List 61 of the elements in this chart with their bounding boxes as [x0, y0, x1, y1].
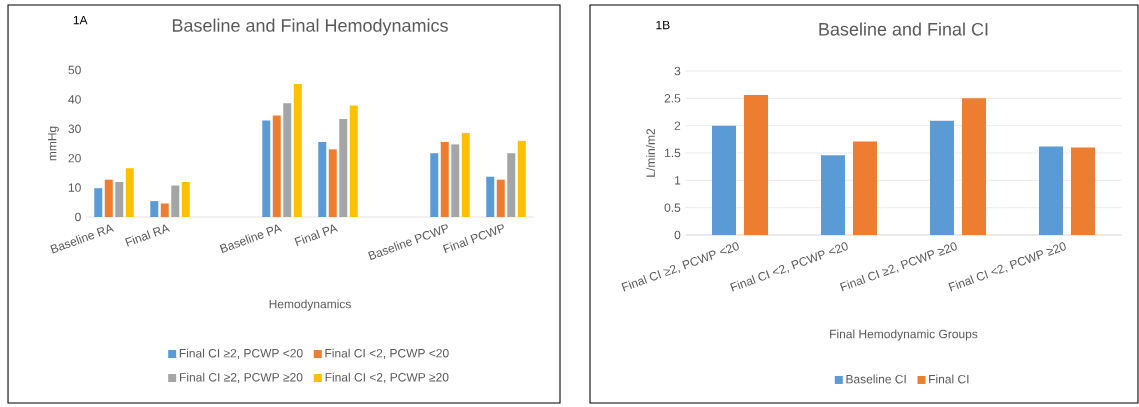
text: 1A [73, 15, 88, 25]
bar [94, 188, 103, 217]
y-tick-label: 0 [674, 230, 681, 240]
legend-label: Final CI ≥2, PCWP <20 [179, 348, 303, 359]
bar [1070, 147, 1095, 235]
legend-label: Final CI ≥2, PCWP ≥20 [180, 372, 303, 383]
bar [272, 115, 281, 217]
bar [115, 182, 124, 217]
y-tick-label: 1.5 [665, 148, 681, 158]
legend-label: Final CI <2, PCWP ≥20 [325, 372, 449, 383]
legend-label: Baseline CI [846, 374, 906, 384]
chart-title: Baseline and Final Hemodynamics [172, 18, 448, 36]
bar [339, 119, 348, 217]
y-tick-label: 30 [68, 124, 81, 134]
bar [711, 125, 736, 235]
bar [486, 176, 495, 217]
bar [517, 140, 526, 217]
text: 1B [656, 20, 670, 30]
bar [262, 120, 271, 217]
bar [349, 105, 358, 217]
bar [293, 84, 302, 217]
y-tick-label: 3 [674, 66, 681, 76]
y-tick-label: 50 [68, 65, 81, 75]
bar [451, 144, 460, 217]
x-tick-label: Final PA [294, 224, 339, 247]
y-tick-label: 0.5 [664, 203, 681, 212]
x-axis-title: Hemodynamics [269, 299, 351, 311]
bar [744, 95, 768, 235]
bar [929, 120, 954, 235]
x-tick-label: Final RA [125, 224, 171, 247]
bar [852, 141, 877, 235]
y-tick-label: 10 [68, 183, 81, 192]
bar [440, 142, 449, 217]
bar [181, 182, 190, 217]
y-tick-label: 20 [68, 153, 81, 163]
y-tick-label: 40 [68, 95, 81, 104]
y-tick-label: 2 [674, 121, 681, 130]
bar [283, 103, 292, 217]
bar [820, 155, 845, 235]
y-axis-title: mmHg [48, 126, 59, 161]
legend-label: Final CI [929, 374, 969, 384]
bar [160, 203, 169, 217]
bar [961, 98, 986, 235]
bar [461, 132, 470, 217]
bar [507, 153, 516, 217]
bar [150, 201, 159, 217]
bar [125, 168, 134, 217]
bar [1038, 146, 1063, 235]
legend-label: Final CI <2, PCWP <20 [325, 348, 449, 359]
bar [318, 142, 327, 217]
y-tick-label: 0 [75, 212, 81, 222]
bar [430, 153, 439, 217]
y-tick-label: 2.5 [664, 94, 681, 103]
bar [328, 149, 337, 217]
y-axis-title: L/min/m2 [646, 128, 655, 177]
bar [496, 179, 505, 217]
y-tick-label: 1 [675, 176, 681, 185]
bar [171, 185, 180, 217]
chart-title: Baseline and Final CI [819, 22, 988, 36]
bar [104, 179, 113, 217]
x-axis-title: Final Hemodynamic Groups [830, 329, 978, 341]
